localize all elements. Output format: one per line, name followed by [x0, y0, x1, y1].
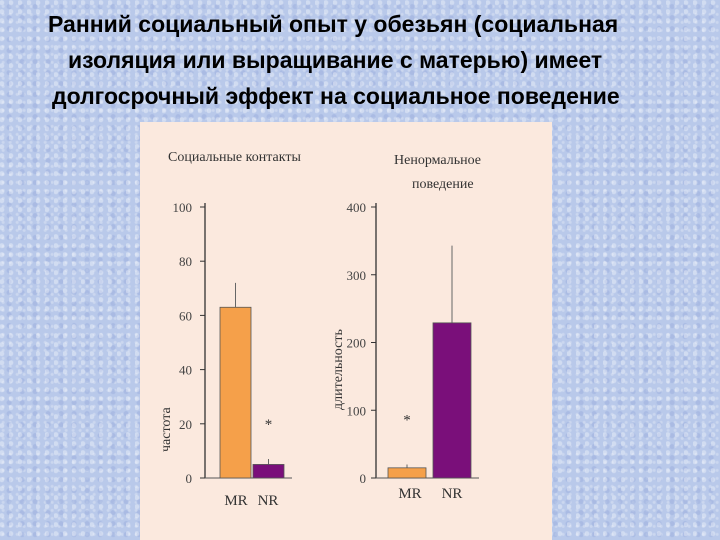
chart-1-ytick-label: 60 [179, 308, 192, 323]
chart-1-ytick-label: 100 [173, 200, 193, 215]
slide-title-line-1: Ранний социальный опыт у обезьян (социал… [48, 11, 619, 37]
bar-charts: Социальные контакты частота Ненормальное… [159, 150, 481, 509]
chart-2-ytick-label: 0 [360, 471, 367, 486]
chart-2-significance-star: * [403, 412, 411, 428]
chart-1-ylabel: частота [159, 406, 174, 452]
chart-1-ytick-label: 80 [179, 254, 192, 269]
chart-1-bar-nr [252, 464, 285, 479]
chart-2-title-line-1: Ненормальное [394, 153, 481, 168]
chart-2-ytick-label: 400 [347, 200, 367, 215]
chart-2-category-nr: NR [442, 486, 463, 502]
figure-panel: Социальные контакты частота Ненормальное… [140, 122, 552, 540]
chart-1-category-mr: MR [224, 493, 247, 509]
chart-1-ytick-label: 40 [179, 363, 192, 378]
chart-1-title: Социальные контакты [168, 150, 301, 165]
chart-2-bar-nr [432, 322, 472, 479]
chart-2-ylabel: длительность [331, 329, 346, 410]
chart-1-category-nr: NR [258, 493, 279, 509]
chart-1-ytick-label: 20 [179, 417, 192, 432]
chart-2-bar-mr [387, 467, 427, 479]
slide-title-line-2: изоляция или выращивание с матерью) имее… [68, 47, 603, 73]
chart-2-ytick-label: 200 [347, 336, 367, 351]
slide-title: Ранний социальный опыт у обезьян (социал… [10, 6, 710, 114]
chart-2-title-line-2: поведение [412, 177, 474, 192]
chart-2-category-mr: MR [398, 486, 421, 502]
chart-2-ytick-label: 300 [347, 268, 367, 283]
chart-2-ytick-label: 100 [347, 403, 367, 418]
chart-1-ytick-label: 0 [186, 471, 193, 486]
chart-1-bar-mr [219, 306, 252, 479]
chart-1-significance-star: * [265, 417, 273, 433]
slide-title-line-3: долгосрочный эффект на социальное поведе… [52, 83, 620, 109]
